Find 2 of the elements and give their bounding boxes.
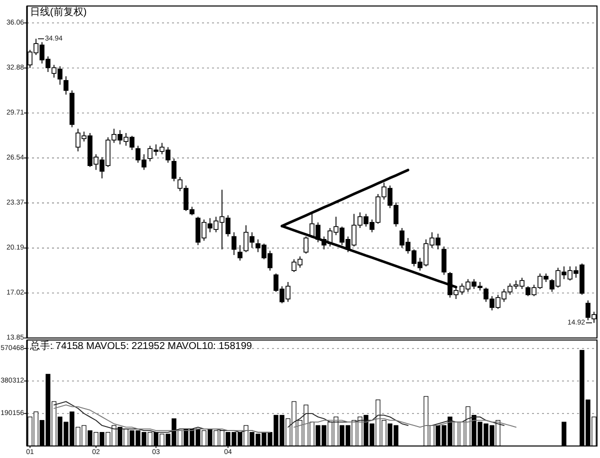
title: 总手: 74158 MAVOL5: 221952 MAVOL10: 158199 <box>30 341 252 352</box>
title: 日线(前复权) <box>30 7 87 18</box>
